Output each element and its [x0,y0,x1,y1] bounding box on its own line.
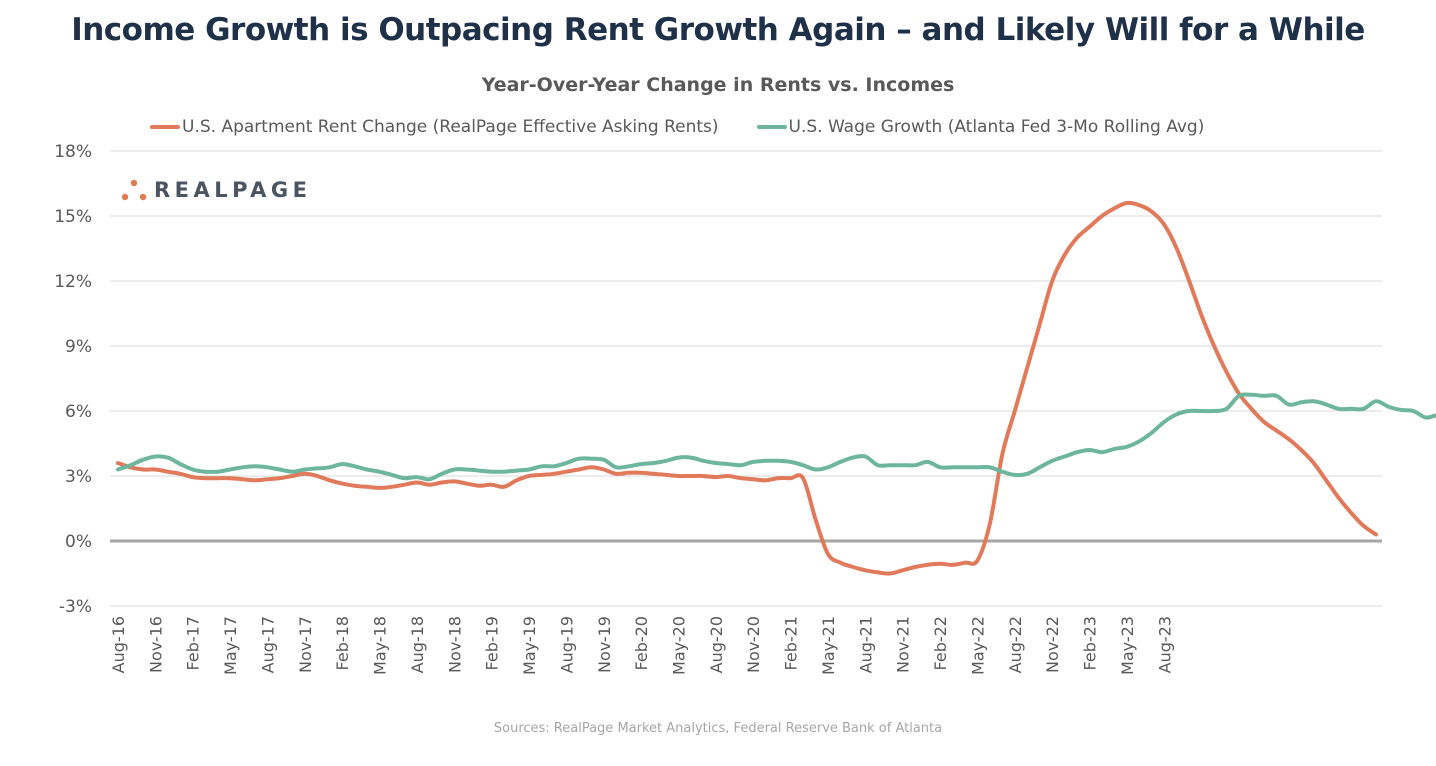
x-tick-label: Aug-20 [707,616,726,673]
x-tick-label: Feb-18 [333,616,352,670]
x-tick-label: Aug-16 [109,616,128,673]
x-tick-label: Aug-23 [1155,616,1174,673]
source-note: Sources: RealPage Market Analytics, Fede… [493,721,943,736]
x-tick-label: May-23 [1118,616,1137,675]
y-tick-label: 9% [65,337,92,357]
y-tick-label: 3% [65,467,92,487]
x-tick-label: May-18 [371,616,390,675]
y-tick-label: -3% [59,597,92,617]
x-tick-label: Feb-20 [632,616,651,670]
x-tick-label: Feb-17 [184,616,203,670]
legend-label-rent: U.S. Apartment Rent Change (RealPage Eff… [182,117,719,137]
logo-text: REALPAGE [154,178,312,202]
x-tick-label: Aug-21 [856,616,875,673]
series-line-wage [116,392,1436,482]
y-tick-label: 12% [54,272,92,292]
legend: U.S. Apartment Rent Change (RealPage Eff… [150,117,1242,137]
realpage-logo: REALPAGE [120,178,311,202]
legend-label-wage: U.S. Wage Growth (Atlanta Fed 3-Mo Rolli… [788,117,1205,137]
x-tick-label: May-17 [221,616,240,675]
series-line-rent [116,200,1378,576]
x-tick-label: May-19 [520,616,539,675]
x-tick-label: Nov-16 [146,616,165,673]
x-tick-label: Feb-22 [931,616,950,670]
x-tick-label: Nov-20 [744,616,763,673]
x-tick-label: Nov-21 [894,616,913,673]
x-tick-label: Feb-19 [483,616,502,670]
y-tick-label: 6% [65,402,92,422]
chart-title: Income Growth is Outpacing Rent Growth A… [71,12,1365,48]
x-tick-label: Nov-18 [445,616,464,673]
legend-swatch-rent [150,125,180,129]
y-tick-label: 18% [54,142,92,162]
legend-swatch-wage [756,125,787,129]
x-tick-label: May-20 [669,616,688,675]
x-tick-label: Aug-18 [408,616,427,673]
x-tick-label: May-21 [819,616,838,675]
logo-dots-icon [121,179,147,201]
y-tick-label: 0% [65,532,92,552]
legend-item-rent: U.S. Apartment Rent Change (RealPage Eff… [150,117,719,137]
x-tick-label: Nov-17 [296,616,315,673]
x-tick-label: Aug-22 [1006,616,1025,673]
x-tick-label: Feb-21 [782,616,801,670]
x-tick-label: Aug-17 [258,616,277,673]
x-tick-label: Feb-23 [1081,616,1100,670]
x-tick-label: Aug-19 [557,616,576,673]
chart-subtitle: Year-Over-Year Change in Rents vs. Incom… [481,74,955,96]
x-tick-label: Nov-19 [595,616,614,673]
y-tick-label: 15% [54,207,92,227]
x-tick-label: May-22 [968,616,987,675]
x-tick-label: Nov-22 [1043,616,1062,673]
legend-item-wage: U.S. Wage Growth (Atlanta Fed 3-Mo Rolli… [756,117,1205,137]
